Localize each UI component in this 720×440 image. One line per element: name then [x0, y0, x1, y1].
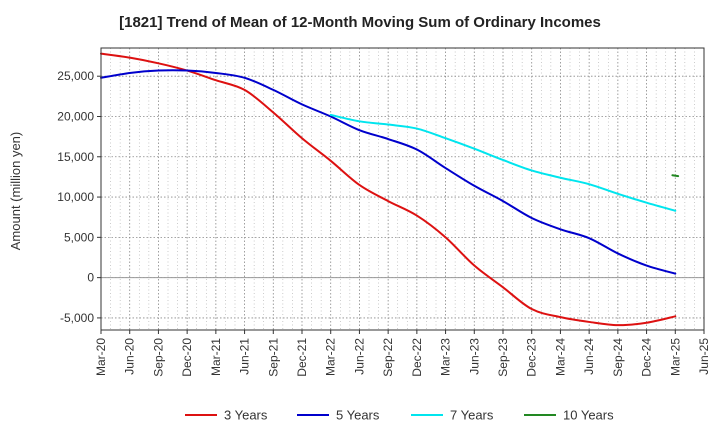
x-tick-label: Mar-23: [439, 338, 453, 376]
series-line-7-years: [329, 113, 677, 212]
x-tick-label: Mar-22: [324, 338, 338, 376]
y-tick-label: 15,000: [57, 150, 94, 164]
x-tick-label: Sep-21: [266, 338, 280, 377]
x-tick-label: Dec-20: [180, 338, 194, 377]
x-tick-label: Jun-25: [697, 338, 711, 375]
x-tick-label: Jun-20: [123, 338, 137, 375]
x-tick-label: Sep-23: [496, 338, 510, 377]
y-tick-label: 25,000: [57, 69, 94, 83]
legend-label-10-years: 10 Years: [563, 408, 614, 423]
legend: 3 Years 5 Years 7 Years 10 Years: [185, 408, 614, 423]
x-tick-label: Sep-20: [151, 338, 165, 377]
y-tick-label: 0: [87, 271, 94, 285]
y-tick-label: 20,000: [57, 109, 94, 123]
x-tick-label: Dec-21: [295, 338, 309, 377]
x-tick-label: Jun-22: [352, 338, 366, 375]
y-tick-label: 5,000: [64, 230, 94, 244]
x-tick-label: Mar-25: [668, 338, 682, 376]
x-tick-label: Jun-21: [238, 338, 252, 375]
legend-label-3-years: 3 Years: [224, 408, 268, 423]
x-tick-label: Mar-21: [209, 338, 223, 376]
series-line-3-years: [100, 52, 677, 327]
series-lines: [100, 52, 680, 327]
x-tick-label: Sep-24: [611, 338, 625, 377]
y-tick-label: 10,000: [57, 190, 94, 204]
x-tick-label: Dec-22: [410, 338, 424, 377]
series-line-10-years: [671, 174, 680, 178]
x-tick-label: Jun-23: [467, 338, 481, 375]
y-axis-ticks: -5,000 0 5,000 10,000 15,000 20,000 25,000: [57, 69, 101, 325]
y-axis-title: Amount (million yen): [8, 132, 23, 251]
plot-frame: [100, 47, 705, 331]
x-axis-ticks: Mar-20 Jun-20 Sep-20 Dec-20 Mar-21 Jun-21 Sep-…: [94, 330, 711, 377]
x-tick-label: Mar-24: [553, 338, 567, 376]
chart-title: [1821] Trend of Mean of 12-Month Moving …: [119, 14, 601, 31]
grid: [100, 48, 705, 330]
series-line-5-years: [100, 69, 677, 275]
plot-border: [100, 47, 705, 331]
legend-label-5-years: 5 Years: [336, 408, 380, 423]
x-tick-label: Jun-24: [582, 338, 596, 375]
x-tick-label: Dec-23: [525, 338, 539, 377]
x-tick-label: Dec-24: [640, 338, 654, 377]
legend-label-7-years: 7 Years: [450, 408, 494, 423]
x-tick-label: Sep-22: [381, 338, 395, 377]
x-tick-label: Mar-20: [94, 338, 108, 376]
y-tick-label: -5,000: [60, 311, 94, 325]
